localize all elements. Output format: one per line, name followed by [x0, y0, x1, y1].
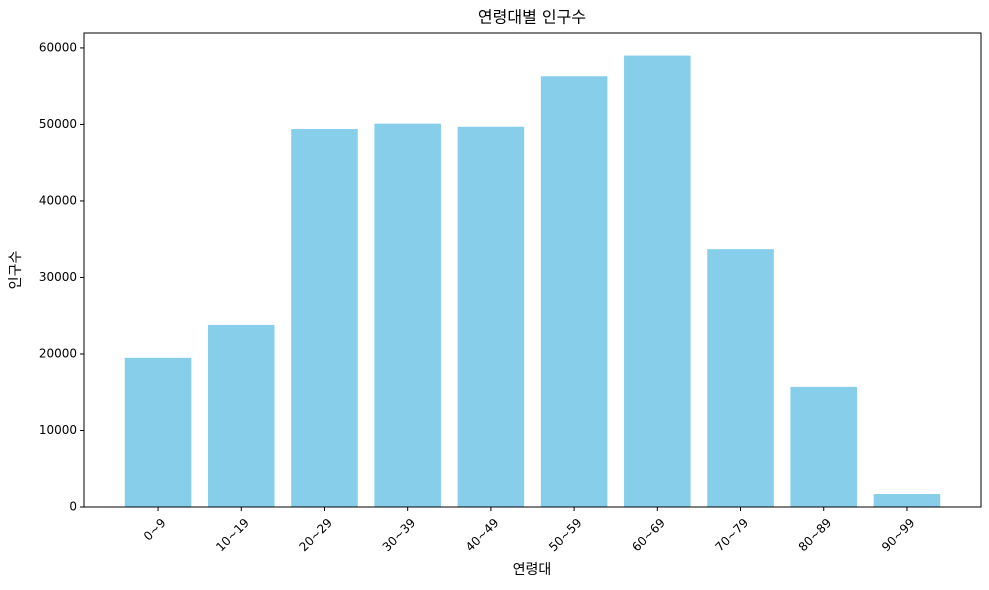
plot-frame: [83, 32, 982, 508]
bar: [374, 123, 441, 508]
x-tick-label: 80~89: [796, 516, 835, 555]
bar: [624, 55, 691, 507]
y-tick-label: 40000: [39, 193, 77, 207]
bar: [707, 249, 774, 507]
bar: [540, 76, 608, 507]
x-tick-label: 70~79: [713, 516, 752, 555]
x-tick-label: 20~29: [296, 516, 335, 555]
bar: [207, 324, 275, 507]
x-tick-label: 10~19: [213, 516, 252, 555]
y-tick-label: 50000: [39, 117, 77, 131]
y-tick-label: 10000: [39, 423, 77, 437]
y-tick-label: 0: [69, 500, 77, 514]
x-tick-label: 0~9: [141, 516, 169, 544]
x-tick-label: 60~69: [629, 516, 668, 555]
bar: [291, 129, 358, 507]
x-tick-label: 30~39: [380, 516, 419, 555]
chart-title: 연령대별 인구수: [478, 8, 586, 27]
x-tick-label: 90~99: [879, 516, 918, 555]
bar: [124, 357, 192, 507]
y-tick-label: 20000: [39, 346, 77, 360]
x-axis-label: 연령대: [513, 562, 552, 578]
bar: [873, 493, 941, 507]
bar: [790, 386, 858, 507]
y-tick-label: 30000: [39, 270, 77, 284]
y-axis-label: 인구수: [8, 251, 24, 290]
x-tick-label: 50~59: [546, 516, 585, 555]
x-tick-label: 40~49: [463, 516, 502, 555]
bar: [457, 126, 525, 507]
y-tick-label: 60000: [39, 40, 77, 54]
